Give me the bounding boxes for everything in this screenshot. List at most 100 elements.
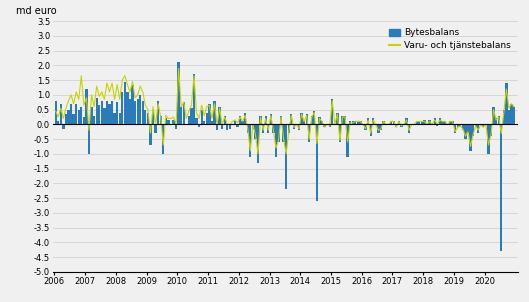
Bar	[172, 120, 175, 124]
Bar	[475, 124, 477, 127]
Bar	[239, 115, 241, 124]
Bar	[90, 107, 93, 124]
Bar	[308, 124, 311, 142]
Bar	[510, 104, 513, 124]
Bar	[183, 102, 185, 124]
Bar	[290, 114, 293, 124]
Bar	[93, 115, 95, 124]
Bar	[149, 124, 152, 145]
Bar	[177, 63, 180, 124]
Bar	[257, 124, 259, 163]
Bar	[495, 118, 497, 124]
Bar	[380, 124, 382, 130]
Bar	[359, 121, 362, 124]
Bar	[436, 124, 439, 126]
Bar	[323, 124, 326, 127]
Bar	[408, 124, 410, 133]
Bar	[329, 124, 331, 127]
Bar	[352, 121, 354, 124]
Bar	[224, 115, 226, 124]
Bar	[216, 124, 218, 130]
Bar	[372, 118, 375, 124]
Bar	[454, 124, 457, 133]
Bar	[211, 121, 213, 124]
Bar	[259, 115, 262, 124]
Bar	[203, 121, 205, 124]
Bar	[318, 117, 321, 124]
Bar	[490, 124, 492, 136]
Bar	[157, 101, 159, 124]
Bar	[96, 98, 98, 124]
Bar	[503, 110, 505, 124]
Bar	[293, 124, 295, 129]
Bar	[139, 95, 141, 124]
Bar	[72, 114, 75, 124]
Bar	[249, 124, 251, 157]
Bar	[298, 124, 300, 130]
Bar	[285, 124, 287, 189]
Bar	[441, 121, 443, 124]
Bar	[234, 121, 236, 124]
Bar	[136, 99, 139, 124]
Bar	[67, 110, 70, 124]
Legend: Bytesbalans, Varu- och tjänstebalans: Bytesbalans, Varu- och tjänstebalans	[386, 26, 514, 53]
Bar	[280, 115, 282, 124]
Bar	[188, 115, 190, 124]
Bar	[370, 124, 372, 136]
Bar	[467, 124, 469, 133]
Bar	[85, 89, 88, 124]
Bar	[131, 85, 134, 124]
Bar	[60, 104, 62, 124]
Text: md euro: md euro	[16, 6, 56, 16]
Bar	[354, 121, 357, 124]
Bar	[364, 124, 367, 130]
Bar	[83, 117, 85, 124]
Bar	[147, 113, 149, 124]
Bar	[469, 124, 472, 151]
Bar	[242, 121, 244, 124]
Bar	[393, 121, 395, 124]
Bar	[405, 118, 408, 124]
Bar	[434, 118, 436, 124]
Bar	[395, 124, 397, 127]
Bar	[108, 104, 111, 124]
Bar	[142, 101, 144, 124]
Bar	[477, 124, 479, 133]
Bar	[195, 118, 198, 124]
Bar	[70, 104, 72, 124]
Bar	[200, 110, 203, 124]
Bar	[180, 107, 183, 124]
Bar	[236, 124, 239, 127]
Bar	[118, 113, 121, 124]
Bar	[331, 99, 333, 124]
Bar	[423, 120, 426, 124]
Bar	[221, 124, 223, 129]
Bar	[57, 121, 59, 124]
Bar	[400, 124, 403, 127]
Bar	[513, 107, 515, 124]
Bar	[218, 107, 221, 124]
Bar	[416, 121, 418, 124]
Bar	[303, 121, 305, 124]
Bar	[306, 114, 308, 124]
Bar	[264, 115, 267, 124]
Bar	[277, 124, 280, 142]
Bar	[300, 113, 303, 124]
Bar	[167, 120, 169, 124]
Bar	[428, 120, 431, 124]
Bar	[244, 113, 247, 124]
Bar	[165, 118, 167, 124]
Bar	[208, 104, 211, 124]
Bar	[198, 124, 200, 127]
Bar	[492, 107, 495, 124]
Bar	[505, 83, 507, 124]
Bar	[508, 110, 510, 124]
Bar	[482, 124, 485, 127]
Bar	[152, 110, 154, 124]
Bar	[377, 124, 379, 133]
Bar	[288, 124, 290, 133]
Bar	[341, 115, 344, 124]
Bar	[349, 121, 351, 124]
Bar	[270, 114, 272, 124]
Bar	[357, 121, 359, 124]
